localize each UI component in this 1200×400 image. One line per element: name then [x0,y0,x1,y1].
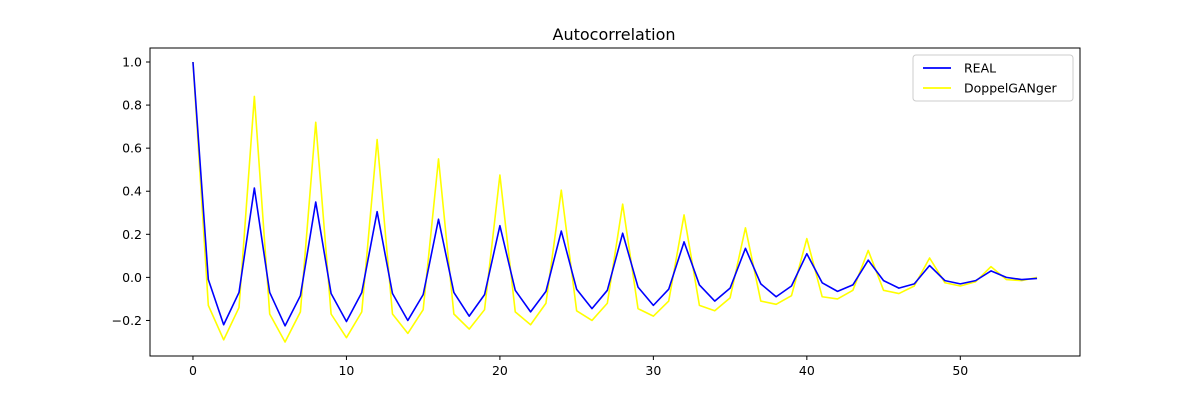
y-axis: −0.2 0.0 0.2 0.4 0.6 0.8 1.0 [112,55,150,328]
x-tick-label: 20 [492,363,508,378]
series-line-real [192,61,1038,327]
legend-label: DoppelGANger [964,81,1058,96]
y-tick-label: 0.4 [122,184,142,199]
y-tick-label: 0.2 [122,227,142,242]
y-tick-label: 0.6 [122,141,142,156]
x-tick-label: 30 [645,363,661,378]
y-tick-label: 0.0 [122,270,142,285]
plot-area [149,47,1081,357]
y-tick-label: 1.0 [122,55,142,70]
x-tick-label: 10 [338,363,354,378]
y-tick-label: −0.2 [112,313,142,328]
x-tick-label: 40 [799,363,815,378]
x-tick-label: 50 [952,363,968,378]
x-tick-label: 0 [189,363,197,378]
series-layer [192,61,1038,343]
legend-label: REAL [964,61,996,76]
chart-title: Autocorrelation [553,25,676,44]
x-axis: 0 10 20 30 40 50 [189,356,968,378]
y-tick-label: 0.8 [122,98,142,113]
legend-box [912,54,1074,102]
series-line-doppelganger [192,61,1038,343]
plot-frame [149,47,1081,357]
legend: REAL DoppelGANger [912,54,1074,102]
